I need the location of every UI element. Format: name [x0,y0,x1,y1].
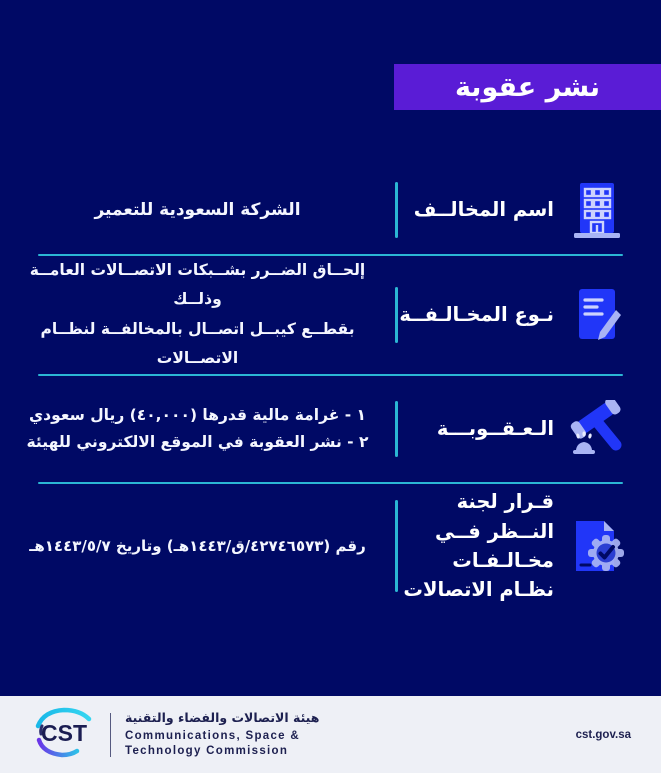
row-divider [38,254,623,256]
gavel-icon [566,399,628,458]
vertical-separator [395,400,398,457]
svg-text:CST: CST [41,720,87,746]
violator-name-value: الشركة السعودية للتعمير [94,200,301,220]
vertical-separator [395,499,398,592]
vertical-separator [395,182,398,238]
document-pen-icon [566,285,628,345]
row-penalty: ١ - غرامة مالية قدرها (٤٠,٠٠٠) ريال سعود… [0,376,661,482]
committee-decision-label: قـرار لجنة النــظر فــي مخـالـفـات نظـام… [403,490,554,601]
building-icon [566,180,628,240]
org-name-arabic: هيئة الاتصالات والفضاء والتقنية [125,710,320,726]
penalty-label: الـعـقــوبـــة [436,417,554,441]
decision-gear-check-icon [566,515,628,577]
footer-divider [110,712,111,757]
violation-type-label: نـوع المخـالـفــة [399,303,554,327]
penalty-value: ١ - غرامة مالية قدرها (٤٠,٠٠٠) ريال سعود… [26,405,369,451]
row-violator-name: الشركة السعودية للتعمير اسم المخالــف [0,166,661,254]
page-title: نشر عقوبة [454,71,601,103]
penalty-banner: نشر عقوبة [394,64,661,110]
footer: CST هيئة الاتصالات والفضاء والتقنية Comm… [0,696,661,773]
cst-logo: CST [26,704,100,766]
org-name-english-line2: Technology Commission [125,744,289,757]
org-name-english-line1: Communications, Space & [125,729,300,742]
row-violation-type: إلحــاق الضــرر بشــبكات الاتصــالات الع… [0,256,661,374]
violation-type-value: إلحــاق الضــرر بشــبكات الاتصــالات الع… [29,261,366,368]
org-name-block: هيئة الاتصالات والفضاء والتقنية Communic… [125,710,319,758]
penalty-details: الشركة السعودية للتعمير اسم المخالــف [0,166,661,608]
row-divider [38,481,623,484]
decision-number-value: رقم (٤٢٧٤٦٥٧٣/ق/١٤٤٣هـ) وتاريخ ١٤٤٣/٥/٧ه… [29,536,366,555]
website-url: cst.gov.sa [575,728,631,741]
row-committee-decision: رقم (٤٢٧٤٦٥٧٣/ق/١٤٤٣هـ) وتاريخ ١٤٤٣/٥/٧ه… [0,484,661,608]
vertical-separator [395,286,398,343]
violator-name-label: اسم المخالــف [413,198,554,222]
row-divider [38,373,623,376]
